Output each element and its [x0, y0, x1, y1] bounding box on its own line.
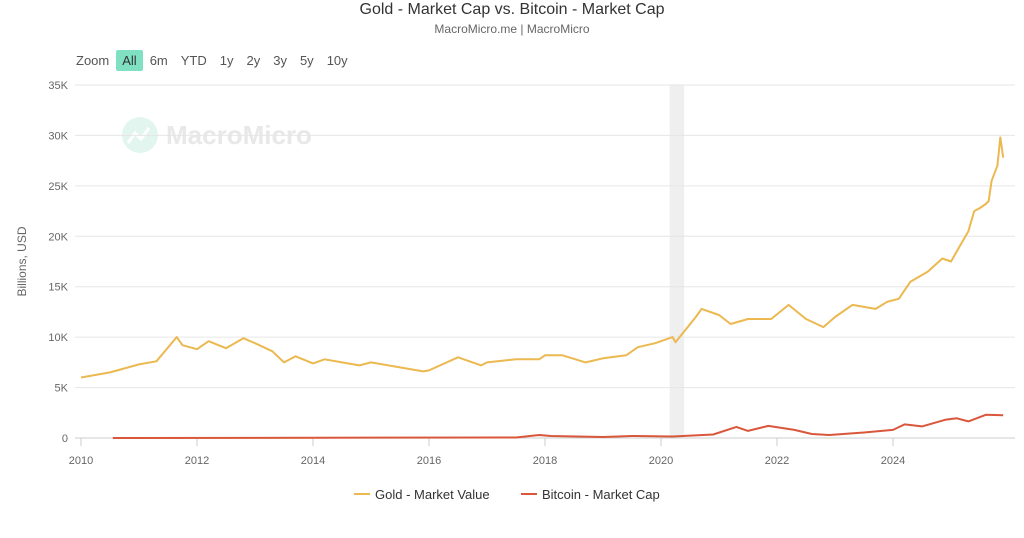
y-axis-label: Billions, USD [15, 226, 29, 296]
legend-label: Gold - Market Value [375, 487, 490, 502]
series-line-bitcoin [112, 413, 1004, 439]
shaded-region [669, 85, 685, 438]
zoom-3y-button[interactable]: 3y [273, 53, 287, 68]
zoom-bar: Zoom All 6m YTD 1y 2y 3y 5y 10y [70, 50, 355, 71]
zoom-2y-button[interactable]: 2y [246, 53, 261, 68]
y-tick-label: 15K [48, 282, 68, 294]
chart-subtitle: MacroMicro.me | MacroMicro [434, 22, 590, 36]
zoom-10y-button[interactable]: 10y [326, 53, 348, 68]
zoom-ytd-button[interactable]: YTD [180, 53, 207, 68]
watermark-logo-icon [126, 127, 151, 144]
watermark-logo-icon [122, 117, 158, 153]
chart-title: Gold - Market Cap vs. Bitcoin - Market C… [359, 1, 665, 18]
x-tick-label: 2024 [881, 455, 905, 467]
x-tick-label: 2018 [533, 455, 557, 467]
watermark-text: MacroMicro [166, 120, 312, 150]
x-tick-label: 2010 [69, 455, 93, 467]
y-tick-label: 35K [48, 80, 68, 92]
y-tick-label: 20K [48, 231, 68, 243]
y-tick-label: 10K [48, 332, 68, 344]
zoom-label: Zoom [76, 53, 110, 68]
y-tick-label: 30K [48, 130, 68, 142]
y-tick-label: 25K [48, 181, 68, 193]
y-tick-label: 0 [62, 433, 68, 445]
y-tick-label: 5K [55, 383, 69, 395]
x-tick-label: 2012 [185, 455, 209, 467]
x-tick-label: 2014 [301, 455, 325, 467]
series-line-gold [80, 136, 1005, 379]
zoom-5y-button[interactable]: 5y [299, 53, 314, 68]
zoom-1y-button[interactable]: 1y [219, 53, 234, 68]
zoom-6m-button[interactable]: 6m [149, 53, 168, 68]
x-tick-label: 2020 [649, 455, 673, 467]
x-tick-label: 2022 [765, 455, 789, 467]
legend-label: Bitcoin - Market Cap [542, 487, 660, 502]
x-tick-label: 2016 [417, 455, 441, 467]
zoom-all-button[interactable]: All [116, 50, 143, 71]
